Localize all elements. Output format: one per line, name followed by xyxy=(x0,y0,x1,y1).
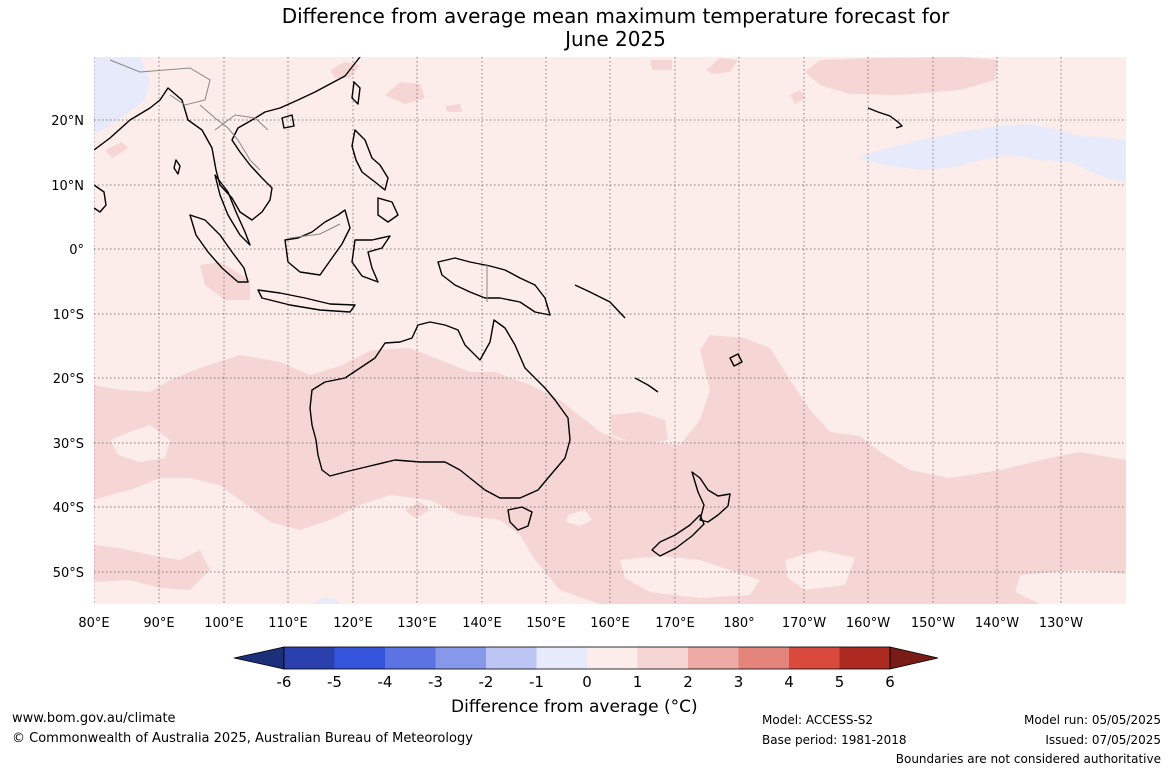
hainan-coastline xyxy=(281,114,295,129)
longitude-labels: 80°E 90°E 100°E 110°E 120°E 130°E 140°E 150°E 16… xyxy=(78,616,1083,631)
colorbar-tick: -3 xyxy=(428,673,443,691)
country-borders xyxy=(109,59,488,302)
colorbar-swatch xyxy=(637,647,688,669)
colorbar-swatch xyxy=(536,647,587,669)
new-guinea-coastline xyxy=(437,257,551,316)
lat-label: 40°S xyxy=(53,501,84,516)
lon-label: 160°E xyxy=(590,616,630,631)
borneo-coastline xyxy=(284,209,351,276)
lat-label: 50°S xyxy=(53,566,84,581)
java-coastline xyxy=(257,289,356,313)
colorbar xyxy=(233,646,939,670)
cool-anomaly-regions xyxy=(94,57,1126,604)
lon-label: 170°E xyxy=(655,616,695,631)
lon-label: 90°E xyxy=(143,616,174,631)
lon-label: 120°E xyxy=(333,616,373,631)
colorbar-tick: -4 xyxy=(378,673,393,691)
asia-mainland-coastline xyxy=(94,57,361,221)
tasmania-coastline xyxy=(507,506,533,531)
colorbar-swatch xyxy=(385,647,436,669)
lon-label: 160°W xyxy=(846,616,890,631)
colorbar-tick: 3 xyxy=(734,673,744,691)
near-average-pockets xyxy=(110,425,1126,604)
colorbar-tick: 2 xyxy=(683,673,693,691)
model-run-date: Model run: 05/05/2025 xyxy=(1023,713,1161,727)
lon-label: 140°W xyxy=(975,616,1019,631)
coastlines xyxy=(94,57,903,557)
colorbar-tick: -6 xyxy=(277,673,292,691)
lon-label: 80°E xyxy=(78,616,109,631)
copyright-text: © Commonwealth of Australia 2025, Austra… xyxy=(12,731,473,746)
lon-label: 100°E xyxy=(204,616,244,631)
colorbar-swatch xyxy=(334,647,385,669)
base-period: Base period: 1981-2018 xyxy=(762,733,907,747)
lon-label: 150°E xyxy=(526,616,566,631)
colorbar-swatch xyxy=(839,647,890,669)
colorbar-title: Difference from average (°C) xyxy=(451,697,698,717)
colorbar-swatch xyxy=(688,647,739,669)
lon-label: 110°E xyxy=(268,616,308,631)
colorbar-tick: -2 xyxy=(479,673,494,691)
lat-label: 20°N xyxy=(51,114,84,129)
colorbar-swatch xyxy=(789,647,840,669)
colorbar-tick: 6 xyxy=(885,673,895,691)
taiwan-coastline xyxy=(351,81,361,105)
website-link[interactable]: www.bom.gov.au/climate xyxy=(12,711,176,726)
colorbar-high-extend xyxy=(889,646,939,670)
lat-label: 20°S xyxy=(53,372,84,387)
map-title-line-2: June 2025 xyxy=(565,27,666,51)
lon-label: 170°W xyxy=(782,616,826,631)
latitude-labels: 20°N 10°N 0° 10°S 20°S 30°S 40°S 50°S xyxy=(51,114,84,581)
fiji xyxy=(729,353,743,367)
colorbar-tick: -5 xyxy=(327,673,342,691)
new-zealand-north-island xyxy=(691,471,731,523)
colorbar-tick: 1 xyxy=(633,673,643,691)
colorbar-swatch xyxy=(587,647,638,669)
australia-coastline xyxy=(309,319,571,499)
new-zealand-south-island xyxy=(651,514,705,557)
colorbar-tick: -1 xyxy=(529,673,544,691)
sumatra-coastline xyxy=(189,214,249,283)
mindanao-coastline xyxy=(377,197,399,223)
hawaii-islands xyxy=(867,107,903,129)
map-title-line-1: Difference from average mean maximum tem… xyxy=(281,4,950,28)
colorbar-tick-labels: -6 -5 -4 -3 -2 -1 0 1 2 3 4 5 6 xyxy=(277,673,895,691)
sri-lanka-marker xyxy=(173,159,181,175)
colorbar-tick: 0 xyxy=(582,673,592,691)
boundaries-disclaimer: Boundaries are not considered authoritat… xyxy=(895,752,1161,766)
colorbar-swatch xyxy=(435,647,486,669)
colorbar-swatch xyxy=(738,647,789,669)
lon-label: 150°W xyxy=(911,616,955,631)
lat-label: 10°N xyxy=(51,179,84,194)
new-caledonia xyxy=(634,377,659,393)
colorbar-swatch xyxy=(486,647,537,669)
colorbar-tick: 4 xyxy=(784,673,794,691)
lon-label: 180° xyxy=(723,616,754,631)
lon-label: 130°E xyxy=(397,616,437,631)
lat-label: 30°S xyxy=(53,437,84,452)
colorbar-swatch xyxy=(284,647,335,669)
issued-date: Issued: 07/05/2025 xyxy=(1045,733,1161,747)
solomon-islands xyxy=(574,284,626,319)
colorbar-tick: 5 xyxy=(835,673,845,691)
philippines-coastline xyxy=(351,129,389,191)
lon-label: 140°E xyxy=(462,616,502,631)
lat-label: 0° xyxy=(69,243,84,258)
india-coastline xyxy=(94,184,107,213)
sulawesi-coastline xyxy=(351,235,391,283)
lon-label: 130°W xyxy=(1039,616,1083,631)
graticule xyxy=(94,57,1126,604)
model-name: Model: ACCESS-S2 xyxy=(762,713,874,727)
malay-peninsula-coastline xyxy=(214,174,251,246)
lat-label: 10°S xyxy=(53,308,84,323)
colorbar-low-extend xyxy=(233,646,285,670)
